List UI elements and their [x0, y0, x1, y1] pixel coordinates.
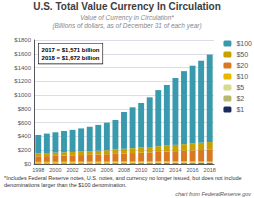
svg-text:2017 = $1,571 billion: 2017 = $1,571 billion	[42, 47, 100, 53]
svg-text:$1600: $1600	[14, 51, 31, 57]
svg-text:$5: $5	[236, 84, 244, 91]
svg-text:(Billions of dollars, as of De: (Billions of dollars, as of December 31 …	[52, 22, 201, 30]
svg-text:2018: 2018	[204, 167, 216, 173]
svg-text:$1000: $1000	[14, 92, 31, 98]
svg-text:$600: $600	[18, 120, 32, 126]
svg-text:$800: $800	[18, 106, 32, 112]
svg-text:$1400: $1400	[14, 65, 31, 71]
svg-text:$100: $100	[236, 40, 252, 47]
svg-text:chart from FederalReserve.gov: chart from FederalReserve.gov	[175, 191, 252, 197]
svg-text:denominations larger than the: denominations larger than the $100 denom…	[4, 182, 127, 188]
svg-text:2016: 2016	[186, 167, 198, 173]
svg-text:$1: $1	[236, 106, 244, 113]
svg-text:$2: $2	[236, 95, 244, 102]
svg-text:$20: $20	[236, 62, 248, 69]
svg-text:2006: 2006	[101, 167, 113, 173]
svg-text:2014: 2014	[169, 167, 181, 173]
svg-text:2002: 2002	[66, 167, 78, 173]
svg-text:$1200: $1200	[14, 78, 31, 84]
svg-text:2010: 2010	[135, 167, 147, 173]
svg-text:$10: $10	[236, 73, 248, 80]
svg-text:1998: 1998	[32, 167, 44, 173]
svg-text:2012: 2012	[152, 167, 164, 173]
svg-text:2004: 2004	[84, 167, 96, 173]
svg-text:$200: $200	[18, 147, 32, 153]
svg-text:$0: $0	[24, 161, 31, 167]
svg-text:2018 = $1,672 billion: 2018 = $1,672 billion	[42, 55, 100, 61]
svg-text:$1800: $1800	[14, 37, 31, 43]
svg-text:Value of Currency in Circulati: Value of Currency in Circulation*	[80, 14, 174, 22]
svg-text:2008: 2008	[118, 167, 130, 173]
svg-text:$50: $50	[236, 51, 248, 58]
svg-text:2000: 2000	[49, 167, 61, 173]
svg-text:U.S. Total Value Currency In C: U.S. Total Value Currency In Circulation	[33, 1, 221, 12]
svg-text:$400: $400	[18, 133, 32, 139]
svg-text:*Includes Federal Reserve note: *Includes Federal Reserve notes, U.S. no…	[4, 175, 243, 181]
